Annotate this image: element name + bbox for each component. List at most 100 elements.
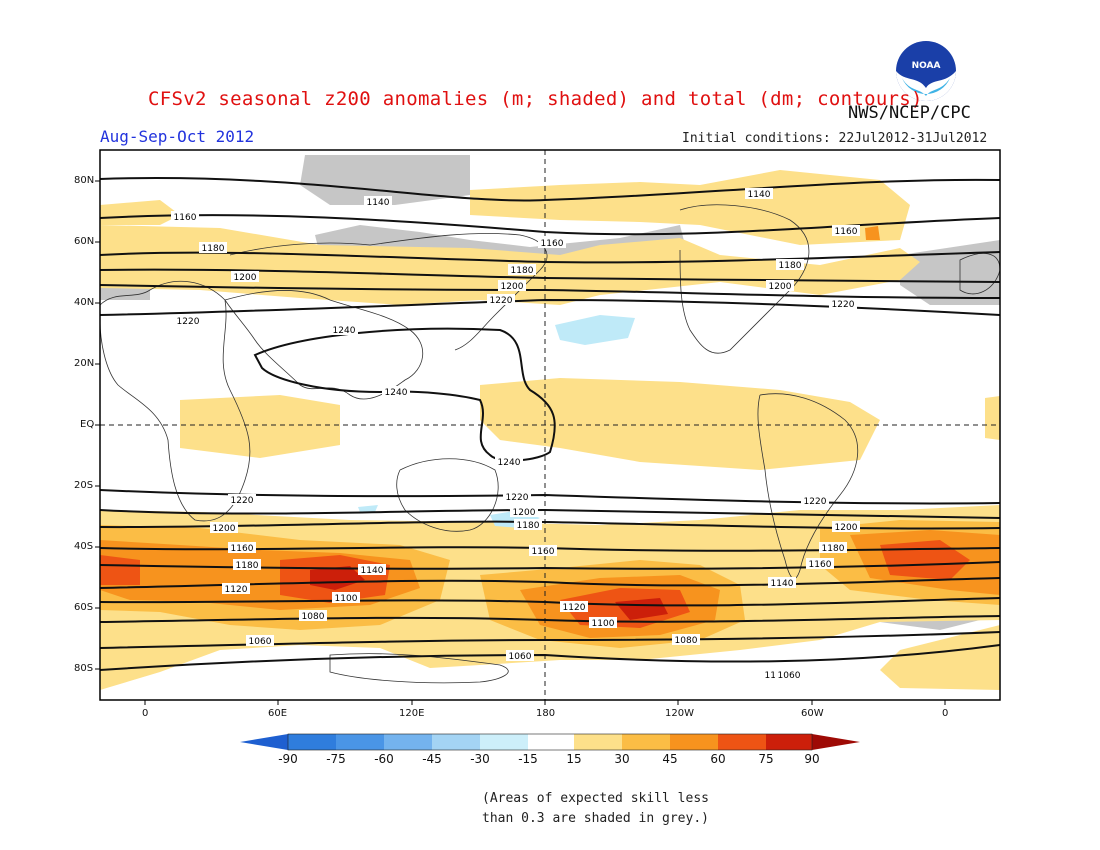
lon-label: 180 xyxy=(536,708,556,719)
svg-text:1240: 1240 xyxy=(333,326,356,336)
contour-label: 1200 xyxy=(510,506,538,518)
svg-text:1200: 1200 xyxy=(769,282,792,292)
contour-label: 1240 xyxy=(330,324,358,336)
svg-text:1160: 1160 xyxy=(174,213,197,223)
chart-title: CFSv2 seasonal z200 anomalies (m; shaded… xyxy=(148,88,923,110)
lon-label: 60W xyxy=(801,708,824,719)
contour-label: 1120 xyxy=(560,601,588,613)
svg-text:1120: 1120 xyxy=(225,585,248,595)
contour-label-group: 1140 1160 1180 1200 1220 1240 1240 1240 … xyxy=(171,188,860,681)
svg-text:1180: 1180 xyxy=(822,544,845,554)
svg-text:1240: 1240 xyxy=(498,458,521,468)
svg-text:1060: 1060 xyxy=(778,671,801,681)
colorbar-tick: -30 xyxy=(470,752,490,766)
contour-label: 1080 xyxy=(672,634,700,646)
colorbar-swatch xyxy=(528,734,574,750)
skill-footnote-line2: than 0.3 are shaded in grey.) xyxy=(482,811,709,826)
colorbar-tick: 45 xyxy=(662,752,677,766)
contour-label: 1200 xyxy=(766,280,794,292)
lat-label: 20S xyxy=(74,480,94,491)
contour-label: 1140 xyxy=(364,196,392,208)
contour-label: 1180 xyxy=(514,519,542,531)
contour-label: 1200 xyxy=(231,271,259,283)
svg-text:1140: 1140 xyxy=(361,566,384,576)
contour-label: 1220 xyxy=(174,315,202,327)
contour-label: 1100 xyxy=(332,592,360,604)
svg-text:1200: 1200 xyxy=(513,508,536,518)
colorbar-swatch xyxy=(432,734,480,750)
svg-text:1180: 1180 xyxy=(779,261,802,271)
lat-label: 60S xyxy=(74,602,94,613)
lat-label: 20N xyxy=(74,358,95,369)
contour-label: 1160 xyxy=(832,225,860,237)
svg-text:1220: 1220 xyxy=(490,296,513,306)
svg-text:1200: 1200 xyxy=(213,524,236,534)
colorbar-tick: 90 xyxy=(804,752,819,766)
svg-text:1060: 1060 xyxy=(509,652,532,662)
svg-text:1220: 1220 xyxy=(832,300,855,310)
svg-text:1200: 1200 xyxy=(835,523,858,533)
contour-label: 1200 xyxy=(210,522,238,534)
lat-label: 40N xyxy=(74,297,95,308)
contour-label: 1100 xyxy=(589,617,617,629)
lat-label: 40S xyxy=(74,541,94,552)
svg-text:1120: 1120 xyxy=(563,603,586,613)
lat-label: 80N xyxy=(74,175,95,186)
contour-label: 1120 xyxy=(222,583,250,595)
noaa-logo-icon: NOAA xyxy=(896,41,956,101)
lat-label: EQ xyxy=(80,419,95,430)
colorbar-swatch xyxy=(336,734,384,750)
colorbar-swatch xyxy=(622,734,670,750)
svg-text:1140: 1140 xyxy=(748,190,771,200)
contour-label: 1180 xyxy=(819,542,847,554)
contour-label: 1060 xyxy=(775,669,803,681)
colorbar-tick: -15 xyxy=(518,752,538,766)
svg-text:1180: 1180 xyxy=(511,266,534,276)
svg-text:1160: 1160 xyxy=(809,560,832,570)
colorbar-swatch xyxy=(384,734,432,750)
colorbar-tick: -90 xyxy=(278,752,298,766)
svg-text:1100: 1100 xyxy=(592,619,615,629)
contour-label: 1220 xyxy=(228,494,256,506)
colorbar-tick: -45 xyxy=(422,752,442,766)
svg-text:1140: 1140 xyxy=(367,198,390,208)
contour-label: 1160 xyxy=(529,545,557,557)
colorbar-swatch xyxy=(480,734,528,750)
colorbar: -90 -75 -60 -45 -30 -15 15 30 45 60 75 9… xyxy=(240,733,860,766)
contour-label: 1200 xyxy=(832,521,860,533)
lat-ticks xyxy=(95,180,100,670)
initial-conditions-label: Initial conditions: 22Jul2012-31Jul2012 xyxy=(682,131,988,146)
lon-label: 0 xyxy=(142,708,149,719)
colorbar-tick: -60 xyxy=(374,752,394,766)
contour-label: 1240 xyxy=(382,386,410,398)
contour-label: 1160 xyxy=(806,558,834,570)
contour-label: 1140 xyxy=(745,188,773,200)
colorbar-swatch xyxy=(766,734,812,750)
contour-label: 1220 xyxy=(487,294,515,306)
svg-text:1080: 1080 xyxy=(302,612,325,622)
contour-label: 1180 xyxy=(776,259,804,271)
contour-label: 1060 xyxy=(506,650,534,662)
svg-text:1180: 1180 xyxy=(236,561,259,571)
svg-text:1240: 1240 xyxy=(385,388,408,398)
svg-text:1220: 1220 xyxy=(804,497,827,507)
season-label: Aug-Sep-Oct 2012 xyxy=(100,127,255,146)
contour-label: 1240 xyxy=(495,456,523,468)
contour-label: 1160 xyxy=(228,542,256,554)
colorbar-tick: -75 xyxy=(326,752,346,766)
lon-label: 120W xyxy=(665,708,694,719)
svg-text:1180: 1180 xyxy=(517,521,540,531)
contour-label: 1160 xyxy=(171,211,199,223)
coastlines xyxy=(100,204,1000,684)
colorbar-left-arrow xyxy=(240,734,288,750)
svg-text:1180: 1180 xyxy=(202,244,225,254)
svg-text:1080: 1080 xyxy=(675,636,698,646)
svg-text:1200: 1200 xyxy=(234,273,257,283)
lon-label: 60E xyxy=(268,708,288,719)
contour-label: 1220 xyxy=(503,491,531,503)
logo-text: NOAA xyxy=(912,61,941,71)
contour-label: 1220 xyxy=(801,495,829,507)
lon-label: 0 xyxy=(942,708,949,719)
contour-label: 1160 xyxy=(538,237,566,249)
